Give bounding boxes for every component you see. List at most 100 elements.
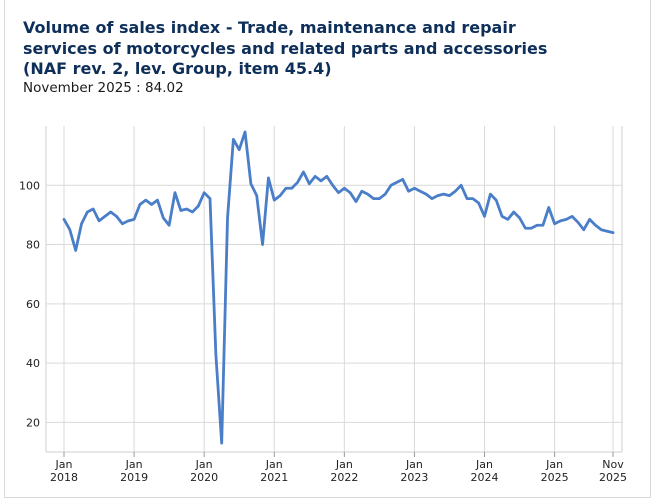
- data-point[interactable]: [546, 205, 552, 211]
- data-point[interactable]: [318, 178, 324, 184]
- data-point[interactable]: [464, 196, 470, 202]
- data-point[interactable]: [540, 222, 546, 228]
- data-point[interactable]: [324, 173, 330, 179]
- data-point[interactable]: [242, 129, 248, 135]
- data-point[interactable]: [67, 227, 73, 233]
- data-point[interactable]: [569, 213, 575, 219]
- data-point[interactable]: [581, 227, 587, 233]
- data-point[interactable]: [160, 215, 166, 221]
- x-tick-label: 2022: [330, 471, 358, 484]
- data-point[interactable]: [487, 191, 493, 197]
- data-point[interactable]: [505, 216, 511, 222]
- data-point[interactable]: [73, 247, 79, 253]
- data-point[interactable]: [353, 199, 359, 205]
- y-tick-label: 80: [26, 239, 40, 252]
- data-point[interactable]: [563, 216, 569, 222]
- data-point[interactable]: [219, 440, 225, 446]
- data-point[interactable]: [511, 209, 517, 215]
- data-point[interactable]: [341, 185, 347, 191]
- data-point[interactable]: [458, 182, 464, 188]
- data-point[interactable]: [359, 188, 365, 194]
- data-point[interactable]: [312, 173, 318, 179]
- data-point[interactable]: [575, 219, 581, 225]
- data-point[interactable]: [248, 181, 254, 187]
- data-point[interactable]: [336, 190, 342, 196]
- data-point[interactable]: [411, 185, 417, 191]
- data-point[interactable]: [90, 206, 96, 212]
- data-point[interactable]: [452, 188, 458, 194]
- y-axis: 20 40 60 80 100: [19, 179, 40, 429]
- data-point[interactable]: [300, 169, 306, 175]
- data-point[interactable]: [441, 191, 447, 197]
- data-point[interactable]: [592, 222, 598, 228]
- data-point[interactable]: [260, 242, 266, 248]
- data-point[interactable]: [125, 218, 131, 224]
- data-point[interactable]: [184, 206, 190, 212]
- data-point[interactable]: [230, 136, 236, 142]
- data-point[interactable]: [114, 213, 120, 219]
- data-point[interactable]: [330, 182, 336, 188]
- data-point[interactable]: [306, 181, 312, 187]
- data-point[interactable]: [102, 213, 108, 219]
- data-point[interactable]: [207, 196, 213, 202]
- data-point[interactable]: [195, 203, 201, 209]
- data-point[interactable]: [598, 227, 604, 233]
- data-point[interactable]: [528, 225, 534, 231]
- data-point[interactable]: [382, 191, 388, 197]
- data-point[interactable]: [476, 200, 482, 206]
- data-point[interactable]: [417, 188, 423, 194]
- data-point[interactable]: [289, 185, 295, 191]
- data-point[interactable]: [429, 196, 435, 202]
- data-point[interactable]: [470, 196, 476, 202]
- data-point[interactable]: [131, 216, 137, 222]
- data-point[interactable]: [295, 179, 301, 185]
- data-point[interactable]: [499, 213, 505, 219]
- data-point[interactable]: [522, 225, 528, 231]
- data-point[interactable]: [552, 221, 558, 227]
- data-point[interactable]: [178, 207, 184, 213]
- data-point[interactable]: [213, 351, 219, 357]
- data-point[interactable]: [79, 221, 85, 227]
- data-point[interactable]: [108, 209, 114, 215]
- y-tick-label: 20: [26, 416, 40, 429]
- data-point[interactable]: [347, 190, 353, 196]
- data-point[interactable]: [189, 209, 195, 215]
- data-point[interactable]: [587, 216, 593, 222]
- data-point[interactable]: [557, 218, 563, 224]
- data-point[interactable]: [394, 179, 400, 185]
- data-point[interactable]: [400, 176, 406, 182]
- data-point[interactable]: [423, 191, 429, 197]
- data-point[interactable]: [265, 175, 271, 181]
- data-point[interactable]: [365, 191, 371, 197]
- data-point[interactable]: [172, 190, 178, 196]
- data-point[interactable]: [96, 218, 102, 224]
- data-point[interactable]: [604, 228, 610, 234]
- data-point[interactable]: [271, 197, 277, 203]
- x-tick-label: Jan: [475, 458, 493, 471]
- data-point[interactable]: [254, 193, 260, 199]
- data-point[interactable]: [283, 185, 289, 191]
- data-point[interactable]: [406, 188, 412, 194]
- data-point[interactable]: [61, 216, 67, 222]
- data-point[interactable]: [534, 222, 540, 228]
- data-point[interactable]: [225, 215, 231, 221]
- data-point[interactable]: [119, 221, 125, 227]
- data-point[interactable]: [493, 197, 499, 203]
- data-point[interactable]: [236, 147, 242, 153]
- data-point[interactable]: [201, 190, 207, 196]
- data-point[interactable]: [371, 196, 377, 202]
- data-point[interactable]: [388, 182, 394, 188]
- data-point[interactable]: [376, 196, 382, 202]
- data-point[interactable]: [149, 202, 155, 208]
- data-point[interactable]: [517, 215, 523, 221]
- data-point[interactable]: [435, 193, 441, 199]
- data-point[interactable]: [154, 197, 160, 203]
- data-point[interactable]: [143, 197, 149, 203]
- data-point[interactable]: [446, 193, 452, 199]
- data-point[interactable]: [482, 213, 488, 219]
- data-point[interactable]: [84, 209, 90, 215]
- data-point[interactable]: [610, 230, 616, 236]
- data-point[interactable]: [166, 222, 172, 228]
- data-point[interactable]: [277, 193, 283, 199]
- data-point[interactable]: [137, 202, 143, 208]
